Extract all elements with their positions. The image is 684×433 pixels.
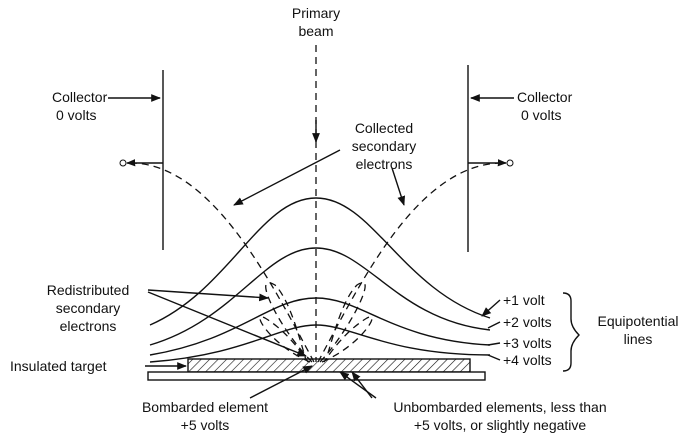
label-collector-left: Collector 0 volts bbox=[52, 89, 108, 123]
label-line: +5 volts bbox=[181, 417, 230, 433]
equipotential-label: +3 volts bbox=[503, 335, 552, 351]
label-line: electrons bbox=[60, 318, 117, 334]
label-line: lines bbox=[624, 331, 653, 347]
label-collector-right: Collector 0 volts bbox=[517, 89, 573, 123]
label-line: electrons bbox=[356, 156, 413, 172]
label-line: Equipotential bbox=[598, 313, 679, 329]
equipotential-label: +2 volts bbox=[503, 314, 552, 330]
label-line: secondary bbox=[56, 300, 121, 316]
structure bbox=[108, 45, 580, 399]
label-line: Collector bbox=[52, 89, 108, 105]
equipotential-label: +1 volt bbox=[503, 292, 545, 308]
label-equipotential: Equipotential lines bbox=[598, 313, 679, 347]
label-line: Unbombarded elements, less than bbox=[393, 399, 606, 415]
label-unbombarded: Unbombarded elements, less than +5 volts,… bbox=[393, 399, 606, 433]
label-primary-beam: Primary beam bbox=[292, 5, 340, 39]
label-line: Collected bbox=[355, 120, 413, 136]
label-line: secondary bbox=[352, 138, 417, 154]
label-collected: Collected secondary electrons bbox=[352, 120, 417, 172]
label-line: 0 volts bbox=[521, 107, 561, 123]
label-bombarded: Bombarded element +5 volts bbox=[142, 399, 268, 433]
label-line: beam bbox=[298, 23, 333, 39]
label-line: Insulated target bbox=[10, 358, 107, 374]
label-line: Bombarded element bbox=[142, 399, 268, 415]
label-line: Collector bbox=[517, 89, 573, 105]
label-line: Primary bbox=[292, 5, 340, 21]
equipotential-label: +4 volts bbox=[503, 352, 552, 368]
label-line: 0 volts bbox=[56, 107, 96, 123]
label-line: +5 volts, or slightly negative bbox=[414, 417, 587, 433]
label-line: Redistributed bbox=[47, 282, 130, 298]
label-redistributed: Redistributed secondary electrons bbox=[47, 282, 130, 334]
label-insulated-target: Insulated target bbox=[10, 358, 107, 374]
